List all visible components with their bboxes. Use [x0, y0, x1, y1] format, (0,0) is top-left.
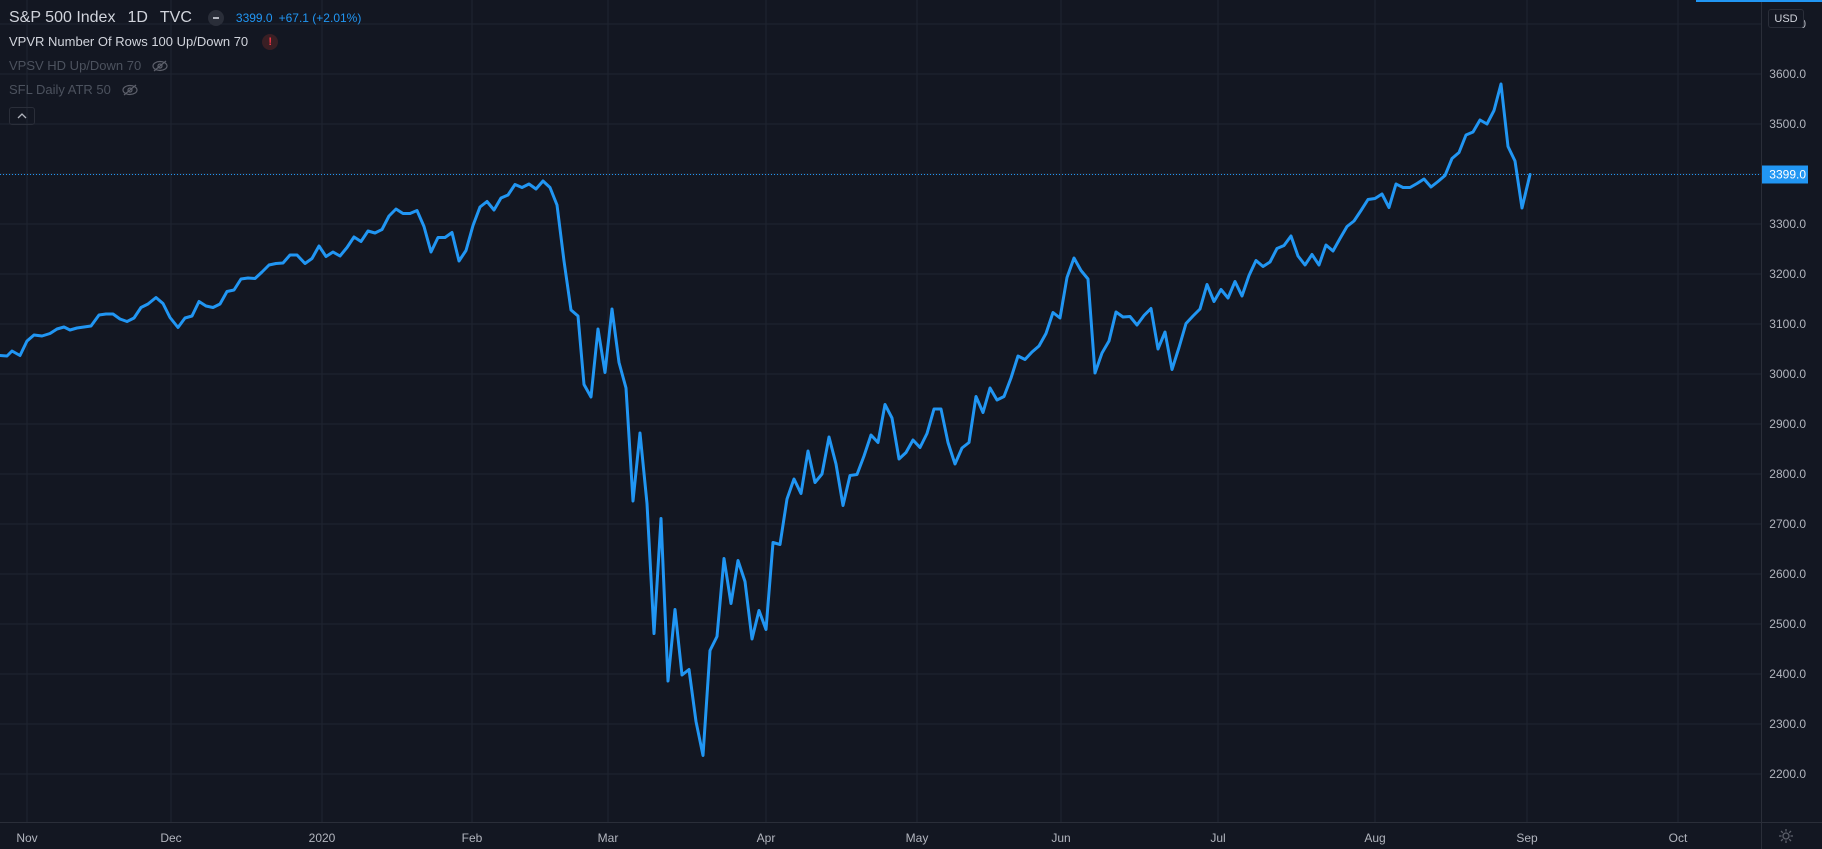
y-tick-label: 2300.0: [1769, 717, 1806, 731]
y-tick-label: 2600.0: [1769, 567, 1806, 581]
market-status-icon[interactable]: [207, 10, 224, 26]
y-tick-label: 3500.0: [1769, 117, 1806, 131]
y-tick-label: 3300.0: [1769, 217, 1806, 231]
grid-lines: [0, 0, 1761, 822]
y-tick-label: 2400.0: [1769, 667, 1806, 681]
indicator-row-sfl[interactable]: SFL Daily ATR 50: [9, 78, 361, 102]
last-price-value: 3399.0: [235, 11, 273, 25]
x-tick-label: Jun: [1051, 831, 1070, 845]
last-price-tag-label: 3399.0: [1769, 168, 1806, 182]
last-price-tag: [1762, 165, 1808, 184]
price-series-line[interactable]: [0, 82, 1532, 757]
x-tick-label: Jul: [1210, 831, 1225, 845]
symbol-row[interactable]: S&P 500 Index 1D TVC 3399.0 +67.1 (+2.01…: [9, 6, 361, 30]
indicator-row-vpvr[interactable]: VPVR Number Of Rows 100 Up/Down 70 !: [9, 30, 361, 54]
symbol-name[interactable]: S&P 500 Index: [9, 9, 116, 26]
x-tick-label: May: [906, 831, 929, 845]
collapse-row: [9, 102, 361, 126]
chevron-up-icon: [17, 112, 27, 118]
settings-gear-icon[interactable]: [1778, 828, 1794, 844]
y-tick-label: 3200.0: [1769, 267, 1806, 281]
error-icon[interactable]: !: [262, 34, 279, 50]
price-change-value: +67.1 (+2.01%): [278, 11, 362, 25]
x-tick-label: Dec: [160, 831, 181, 845]
legend: S&P 500 Index 1D TVC 3399.0 +67.1 (+2.01…: [9, 6, 361, 126]
toolbar-accent: [1696, 0, 1822, 2]
y-tick-label: 2900.0: [1769, 417, 1806, 431]
y-tick-label: 2800.0: [1769, 467, 1806, 481]
x-tick-label: Sep: [1516, 831, 1538, 845]
y-tick-label: 2200.0: [1769, 767, 1806, 781]
indicator-row-vpsv[interactable]: VPSV HD Up/Down 70: [9, 54, 361, 78]
y-tick-label: 2500.0: [1769, 617, 1806, 631]
y-tick-label: 3600.0: [1769, 67, 1806, 81]
y-tick-label: 2700.0: [1769, 517, 1806, 531]
x-tick-label: 2020: [309, 831, 336, 845]
indicator-label[interactable]: SFL Daily ATR 50: [9, 82, 111, 97]
collapse-legend-button[interactable]: [9, 106, 35, 125]
hidden-eye-icon[interactable]: [151, 59, 169, 73]
series-layer: [0, 82, 1532, 757]
x-tick-label: Oct: [1669, 831, 1688, 845]
x-tick-label: Apr: [757, 831, 776, 845]
y-tick-label: 3100.0: [1769, 317, 1806, 331]
indicator-label[interactable]: VPVR Number Of Rows 100 Up/Down 70: [9, 34, 249, 49]
x-tick-label: Mar: [598, 831, 619, 845]
x-tick-label: Aug: [1364, 831, 1385, 845]
x-tick-label: Feb: [462, 831, 483, 845]
interval-label[interactable]: 1D: [127, 9, 148, 26]
currency-badge[interactable]: USD: [1768, 9, 1804, 28]
exchange-label[interactable]: TVC: [159, 9, 192, 26]
y-tick-label: 3000.0: [1769, 367, 1806, 381]
hidden-eye-icon[interactable]: [121, 83, 139, 97]
x-tick-label: Nov: [16, 831, 37, 845]
indicator-label[interactable]: VPSV HD Up/Down 70: [9, 58, 142, 73]
